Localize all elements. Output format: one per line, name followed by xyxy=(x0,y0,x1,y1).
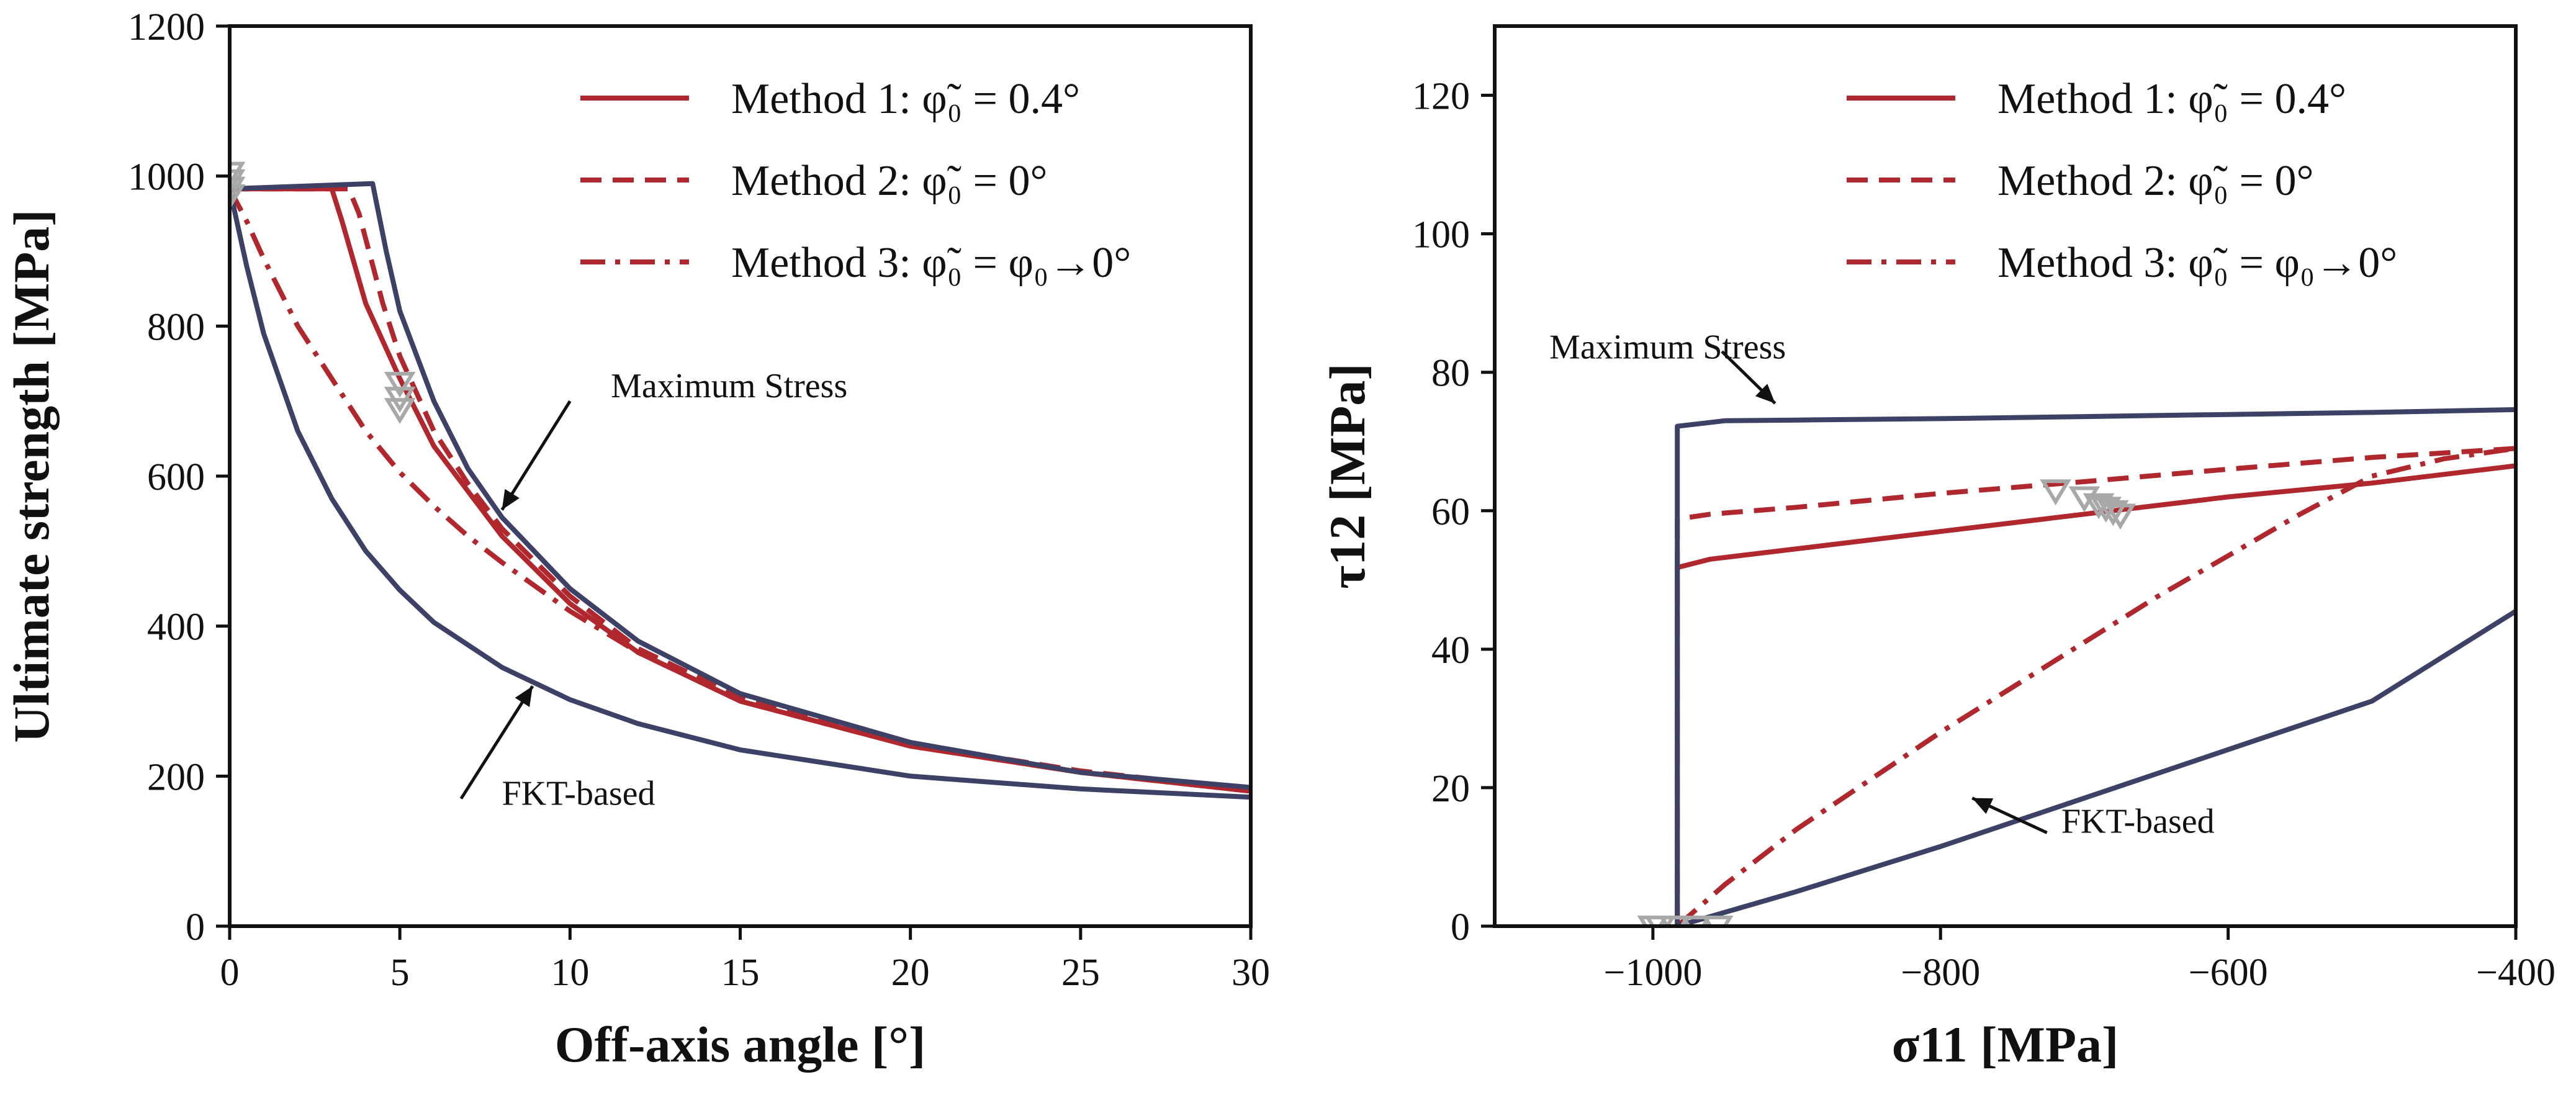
y-axis-label: Ultimate strength [MPa] xyxy=(3,209,60,742)
data-point-marker xyxy=(1659,916,1690,926)
legend-label: Method 2: φ̃₀ = 0° xyxy=(1997,157,2313,205)
legend-label: Method 3: φ̃₀ = φ₀→0° xyxy=(731,239,1131,287)
y-tick-label: 60 xyxy=(1431,491,1470,533)
y-tick-label: 1000 xyxy=(128,156,205,199)
data-point-marker xyxy=(230,176,246,203)
y-tick-label: 600 xyxy=(147,456,205,498)
annotation-arrow xyxy=(459,685,534,800)
y-tick-label: 200 xyxy=(147,756,205,798)
x-axis-label: Off-axis angle [°] xyxy=(555,1016,926,1073)
data-point-marker xyxy=(2040,479,2071,506)
y-tick-label: 120 xyxy=(1412,76,1470,118)
annotation: Maximum Stress xyxy=(500,367,847,511)
series-line-3 xyxy=(230,181,1251,790)
data-point-marker xyxy=(384,371,416,398)
y-tick-label: 100 xyxy=(1412,214,1470,256)
x-tick-label: 25 xyxy=(1061,952,1100,994)
y-tick-label: 1200 xyxy=(128,6,205,48)
series-line-0 xyxy=(1675,463,2516,926)
x-tick-label: 15 xyxy=(721,952,760,994)
data-point-marker xyxy=(1701,916,1734,926)
annotation-arrowhead xyxy=(1755,384,1775,403)
legend-label: Method 2: φ̃₀ = 0° xyxy=(731,157,1047,205)
legend: Method 1: φ̃₀ = 0.4° Method 2: φ̃₀ = 0° Me… xyxy=(580,75,1131,287)
annotation-arrowhead xyxy=(515,686,533,707)
data-point-marker xyxy=(230,161,246,188)
annotation-label: FKT-based xyxy=(2061,802,2215,840)
data-point-marker xyxy=(2083,493,2115,520)
annotation: FKT-based xyxy=(459,685,655,813)
data-point-marker xyxy=(230,184,246,210)
x-tick-label: −600 xyxy=(2189,952,2268,994)
series-line-4 xyxy=(1677,609,2516,926)
data-point-marker xyxy=(2068,486,2101,513)
legend: Method 1: φ̃₀ = 0.4° Method 2: φ̃₀ = 0° Me… xyxy=(1847,75,2397,287)
series-line-3 xyxy=(1675,407,2516,926)
annotation-label: Maximum Stress xyxy=(1549,328,1786,366)
data-point-marker xyxy=(2090,497,2122,523)
legend-label: Method 1: φ̃₀ = 0.4° xyxy=(731,75,1080,123)
y-tick-label: 0 xyxy=(1451,906,1470,949)
x-tick-label: −1000 xyxy=(1603,952,1702,994)
data-point-marker xyxy=(2097,500,2129,526)
y-tick-label: 800 xyxy=(147,306,205,348)
x-tick-label: 5 xyxy=(390,952,410,994)
legend-label: Method 3: φ̃₀ = φ₀→0° xyxy=(1997,239,2397,287)
x-tick-label: 30 xyxy=(1232,952,1270,994)
annotation-arrowhead xyxy=(1972,798,1994,814)
annotation-label: Maximum Stress xyxy=(611,367,847,405)
annotation-arrowhead xyxy=(502,489,520,510)
annotation-arrow xyxy=(500,400,572,511)
legend-label: Method 1: φ̃₀ = 0.4° xyxy=(1997,75,2346,123)
y-tick-label: 20 xyxy=(1431,768,1470,810)
axes-frame xyxy=(1493,24,2518,928)
x-tick-label: −800 xyxy=(1901,952,1980,994)
annotation: Maximum Stress xyxy=(1549,328,1786,405)
y-tick-label: 0 xyxy=(186,906,205,949)
x-axis-label: σ11 [MPa] xyxy=(1892,1016,2119,1073)
y-axis-label: τ12 [MPa] xyxy=(1319,363,1376,588)
annotation: FKT-based xyxy=(1971,796,2215,840)
x-tick-label: 0 xyxy=(220,952,240,994)
x-tick-label: −400 xyxy=(2476,952,2556,994)
series-line-2 xyxy=(1675,446,2516,926)
plot-area xyxy=(1637,407,2516,926)
plot-area xyxy=(230,161,1251,800)
y-tick-label: 40 xyxy=(1431,629,1470,672)
x-tick-label: 20 xyxy=(891,952,930,994)
data-point-marker xyxy=(384,398,416,425)
right-panel: −1000 −800 −600 −400 0 20 40 60 80 100 120 σ11 [MPa… xyxy=(1319,24,2556,1073)
x-tick-label: 10 xyxy=(551,952,589,994)
data-point-marker xyxy=(2104,503,2137,530)
data-point-marker xyxy=(230,169,246,196)
series-line-2 xyxy=(230,187,1251,794)
y-tick-label: 400 xyxy=(147,606,205,649)
data-point-marker xyxy=(1680,916,1712,926)
y-tick-label: 80 xyxy=(1431,353,1470,395)
annotation-label: FKT-based xyxy=(502,774,655,813)
series-line-4 xyxy=(230,188,1251,800)
left-panel: 0 5 10 15 20 25 30 0 200 400 600 800 1000 1200 Off-axi… xyxy=(3,6,1270,1073)
